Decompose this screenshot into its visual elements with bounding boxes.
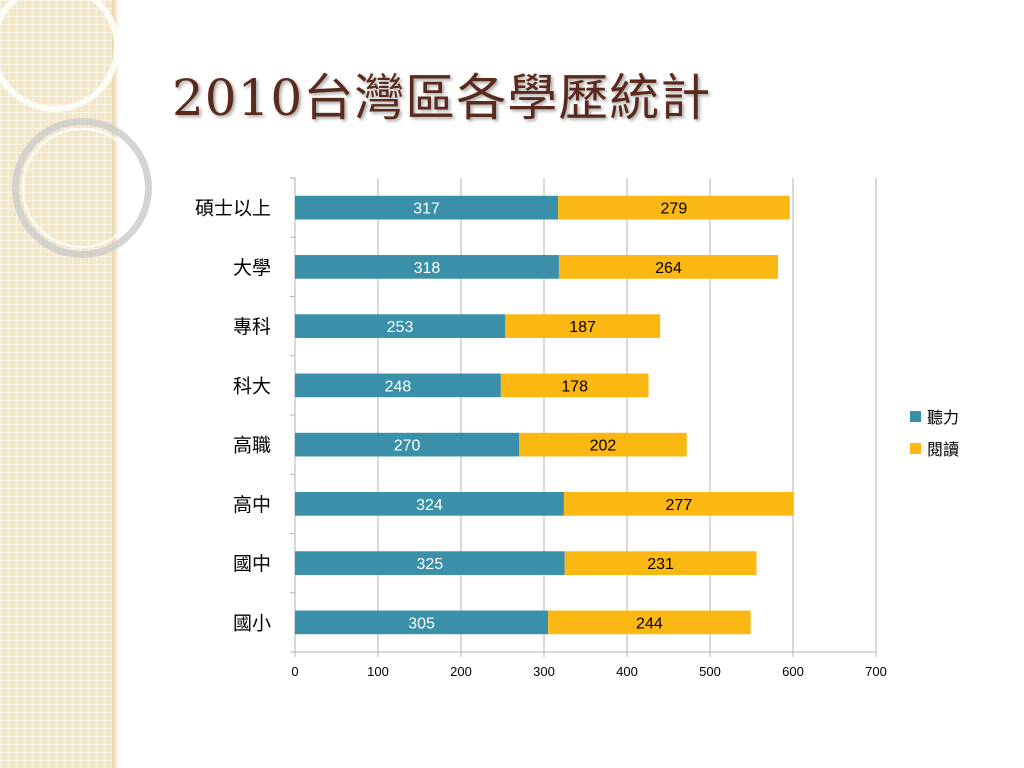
bar-reading — [558, 195, 790, 220]
x-tick-label: 100 — [367, 664, 389, 679]
bar-listening — [295, 492, 564, 516]
bar-listening — [295, 314, 505, 338]
data-label-reading: 244 — [636, 615, 663, 632]
data-label-reading: 187 — [569, 319, 596, 336]
data-label-listening: 324 — [416, 497, 443, 514]
bar-reading — [519, 432, 687, 457]
bar-listening — [295, 255, 559, 279]
legend-swatch-reading — [910, 442, 921, 454]
data-label-reading: 277 — [666, 497, 693, 514]
bar-reading — [548, 610, 751, 635]
bar-listening — [295, 373, 501, 398]
category-label: 科大 — [233, 375, 271, 397]
category-label: 碩士以上 — [195, 198, 271, 220]
legend-label-reading: 閱讀 — [927, 440, 960, 459]
legend-item-listening: 聽力 — [910, 400, 959, 432]
bar-reading — [563, 492, 794, 516]
bar-reading — [504, 314, 661, 338]
data-label-listening: 248 — [385, 378, 412, 395]
data-label-reading: 202 — [590, 438, 617, 455]
data-label-listening: 253 — [387, 319, 414, 336]
data-label-listening: 305 — [408, 615, 435, 632]
bar-reading — [500, 373, 649, 398]
bar-listening — [295, 432, 520, 457]
chart-legend: 聽力 閱讀 — [910, 400, 959, 464]
x-tick-label: 0 — [291, 664, 298, 679]
data-label-listening: 325 — [417, 556, 444, 573]
x-tick-label: 700 — [865, 664, 887, 679]
legend-label-listening: 聽力 — [927, 408, 960, 427]
x-tick-label: 500 — [699, 664, 721, 679]
data-label-reading: 279 — [661, 201, 688, 218]
slide-title: 2010台灣區各學歷統計 — [172, 69, 712, 127]
x-tick-label: 300 — [533, 664, 555, 679]
data-label-reading: 231 — [647, 556, 674, 573]
category-label: 高職 — [233, 435, 271, 457]
category-label: 國中 — [233, 553, 271, 575]
category-label: 高中 — [233, 494, 271, 516]
category-label: 大學 — [233, 257, 271, 279]
data-label-reading: 264 — [655, 260, 682, 277]
bar-listening — [295, 195, 559, 220]
data-label-listening: 318 — [414, 260, 441, 277]
legend-item-reading: 閱讀 — [910, 432, 959, 464]
bar-listening — [295, 610, 549, 635]
x-tick-label: 200 — [450, 664, 472, 679]
x-tick-label: 400 — [616, 664, 638, 679]
x-tick-label: 600 — [782, 664, 804, 679]
side-panel-edge — [112, 0, 118, 768]
decorative-ring — [12, 118, 152, 258]
bar-listening — [295, 551, 565, 575]
data-label-reading: 178 — [561, 378, 588, 395]
category-label: 國小 — [233, 612, 271, 634]
data-label-listening: 317 — [413, 201, 440, 218]
category-label: 專科 — [233, 316, 271, 338]
data-label-listening: 270 — [394, 438, 421, 455]
decorative-ring — [22, 128, 142, 248]
bar-reading — [558, 255, 779, 279]
decorative-ring — [0, 0, 120, 112]
legend-swatch-listening — [910, 410, 921, 422]
bar-reading — [564, 551, 757, 575]
